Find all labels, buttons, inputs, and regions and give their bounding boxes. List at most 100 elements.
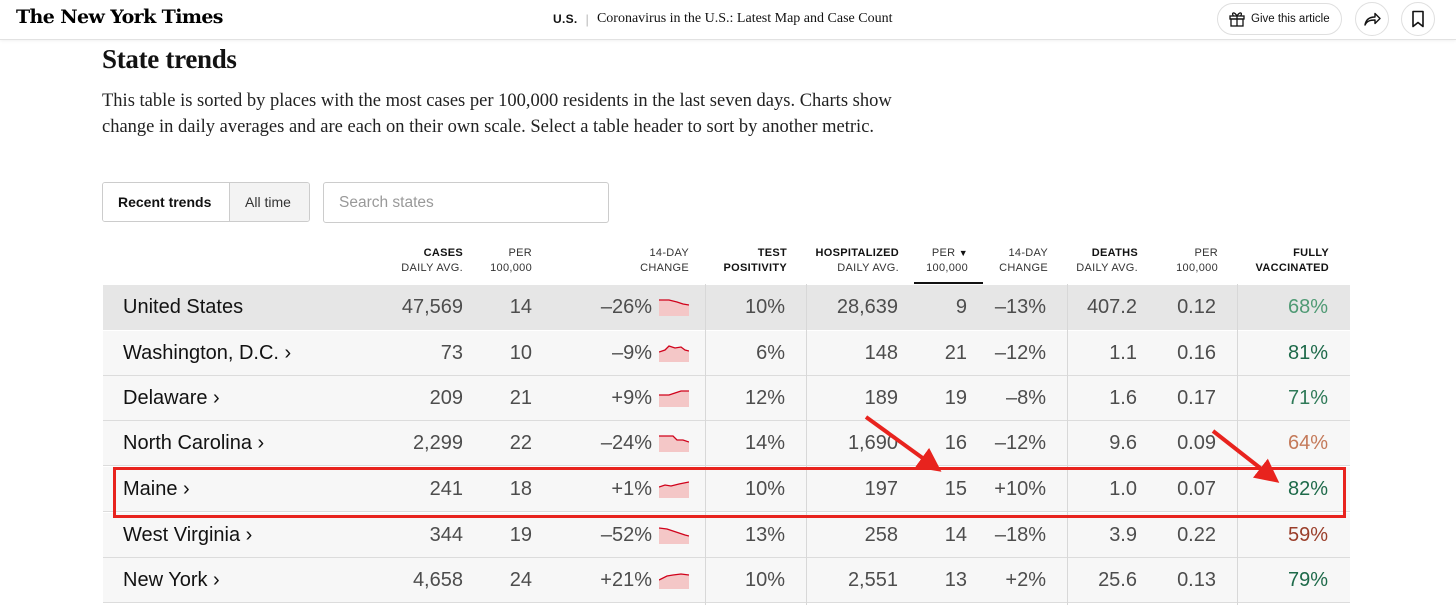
state-name[interactable]: Delaware › <box>123 387 220 409</box>
deaths-daily-avg-cell: 1.1 <box>1109 342 1137 364</box>
sparkline-line <box>659 299 689 306</box>
col-header-cases-change[interactable]: 14-DAY CHANGE <box>640 247 689 274</box>
sparkline-chart <box>659 527 689 544</box>
state-name[interactable]: West Virginia › <box>123 524 253 546</box>
sparkline-area <box>659 300 689 316</box>
state-name[interactable]: North Carolina › <box>123 432 265 454</box>
hosp-14day-change-cell: –13% <box>994 296 1046 318</box>
section-link[interactable]: U.S. <box>553 12 578 26</box>
column-divider <box>1067 284 1068 605</box>
cases-daily-avg-cell: 47,569 <box>401 296 463 318</box>
col-header-hosp-per[interactable]: PER ▼ 100,000 <box>926 247 968 274</box>
state-name[interactable]: Washington, D.C. › <box>123 342 292 364</box>
fully-vaccinated-cell: 59% <box>1287 524 1328 546</box>
sparkline-chart <box>659 299 689 316</box>
cases-14day-change-cell: +21% <box>600 569 652 591</box>
search-input[interactable] <box>323 182 609 223</box>
cases-daily-avg-cell: 2,299 <box>412 432 463 454</box>
deaths-daily-avg-cell: 1.6 <box>1109 387 1137 409</box>
hospitalized-daily-avg-cell: 2,551 <box>847 569 898 591</box>
col-header-fully-vaccinated[interactable]: FULLY VACCINATED <box>1255 247 1329 274</box>
state-name: United States <box>123 296 244 318</box>
breadcrumb: U.S. | Coronavirus in the U.S.: Latest M… <box>553 11 892 27</box>
test-positivity-cell: 13% <box>744 524 785 546</box>
hospitalized-daily-avg-cell: 189 <box>864 387 898 409</box>
hosp-per-100k-cell: 13 <box>944 569 967 591</box>
give-article-button[interactable]: Give this article <box>1217 3 1342 35</box>
hosp-14day-change-cell: –18% <box>994 524 1046 546</box>
nyt-logo[interactable]: The New York Times <box>16 6 224 28</box>
breadcrumb-divider: | <box>585 11 589 27</box>
sparkline-line <box>659 345 689 353</box>
sparkline-chart <box>659 390 689 407</box>
sparkline-area <box>659 436 689 452</box>
cases-per-100k-cell: 21 <box>509 387 532 409</box>
column-divider <box>1237 284 1238 605</box>
fully-vaccinated-cell: 82% <box>1287 478 1328 500</box>
col-header-deaths-per[interactable]: PER 100,000 <box>1176 247 1218 274</box>
share-icon <box>1364 12 1381 26</box>
sparkline-area <box>659 528 689 544</box>
col-header-hospitalized[interactable]: HOSPITALIZED DAILY AVG. <box>815 247 899 274</box>
column-divider <box>705 284 706 605</box>
state-name[interactable]: New York › <box>123 569 220 591</box>
state-name[interactable]: Maine › <box>123 478 190 500</box>
column-divider <box>806 284 807 605</box>
table-row[interactable]: Washington, D.C. › 73 10 –9% 6% 148 21 –12% 1.1 0… <box>103 331 1350 376</box>
cases-per-100k-cell: 18 <box>509 478 532 500</box>
test-positivity-cell: 14% <box>744 432 785 454</box>
fully-vaccinated-cell: 68% <box>1287 296 1328 318</box>
cases-14day-change-cell: –9% <box>611 342 652 364</box>
fully-vaccinated-cell: 81% <box>1287 342 1328 364</box>
sort-descending-icon: ▼ <box>958 248 968 258</box>
col-header-deaths[interactable]: DEATHS DAILY AVG. <box>1076 247 1138 274</box>
cases-per-100k-cell: 10 <box>509 342 532 364</box>
hosp-per-100k-cell: 15 <box>944 478 967 500</box>
cases-per-100k-cell: 22 <box>509 432 532 454</box>
table-row[interactable]: Maine › 241 18 +1% 10% 197 15 +10% 1.0 0.07 82% <box>103 467 1350 512</box>
fully-vaccinated-cell: 71% <box>1287 387 1328 409</box>
sparkline-chart <box>659 573 689 589</box>
page-title: State trends <box>102 44 237 74</box>
cases-daily-avg-cell: 4,658 <box>412 569 463 591</box>
cases-per-100k-cell: 24 <box>509 569 532 591</box>
give-article-label: Give this article <box>1251 13 1330 25</box>
share-button[interactable] <box>1355 2 1389 36</box>
cases-daily-avg-cell: 209 <box>429 387 463 409</box>
sparkline-chart <box>659 481 689 498</box>
hosp-per-100k-cell: 14 <box>944 524 967 546</box>
col-header-hosp-change[interactable]: 14-DAY CHANGE <box>999 247 1048 274</box>
sort-underline <box>914 282 983 284</box>
table-row[interactable]: North Carolina › 2,299 22 –24% 14% 1,690 16 –12… <box>103 421 1350 466</box>
tab-recent-trends[interactable]: Recent trends <box>103 183 229 221</box>
sparkline-line <box>659 573 689 581</box>
cases-14day-change-cell: +1% <box>611 478 652 500</box>
col-header-test-positivity[interactable]: TEST POSITIVITY <box>723 247 787 274</box>
sparkline-line <box>659 390 689 396</box>
test-positivity-cell: 10% <box>744 296 785 318</box>
sparkline-line <box>659 527 689 537</box>
tab-all-time[interactable]: All time <box>229 183 309 221</box>
table-row[interactable]: Delaware › 209 21 +9% 12% 189 19 –8% 1.6 0.17 71% <box>103 376 1350 421</box>
sparkline-area <box>659 346 689 362</box>
hospitalized-daily-avg-cell: 197 <box>864 478 898 500</box>
cases-daily-avg-cell: 73 <box>440 342 463 364</box>
col-header-cases[interactable]: CASES DAILY AVG. <box>401 247 463 274</box>
article-title: Coronavirus in the U.S.: Latest Map and … <box>596 11 893 26</box>
bookmark-button[interactable] <box>1401 2 1435 36</box>
top-bar: The New York Times U.S. | Coronavirus in… <box>0 0 1456 40</box>
test-positivity-cell: 12% <box>744 387 785 409</box>
hosp-14day-change-cell: –8% <box>1005 387 1046 409</box>
hosp-14day-change-cell: –12% <box>994 342 1046 364</box>
col-header-cases-per[interactable]: PER 100,000 <box>490 247 532 274</box>
cases-14day-change-cell: +9% <box>611 387 652 409</box>
hosp-14day-change-cell: –12% <box>994 432 1046 454</box>
highlight-box <box>113 467 1346 518</box>
cases-14day-change-cell: –24% <box>600 432 652 454</box>
table-row[interactable]: New York › 4,658 24 +21% 10% 2,551 13 +2% 25.6 0.… <box>103 558 1350 603</box>
deaths-daily-avg-cell: 3.9 <box>1109 524 1137 546</box>
table-row[interactable]: West Virginia › 344 19 –52% 13% 258 14 –18% 3.9 0… <box>103 513 1350 558</box>
deaths-daily-avg-cell: 9.6 <box>1109 432 1137 454</box>
deaths-per-100k-cell: 0.13 <box>1177 569 1216 591</box>
deaths-per-100k-cell: 0.22 <box>1177 524 1216 546</box>
